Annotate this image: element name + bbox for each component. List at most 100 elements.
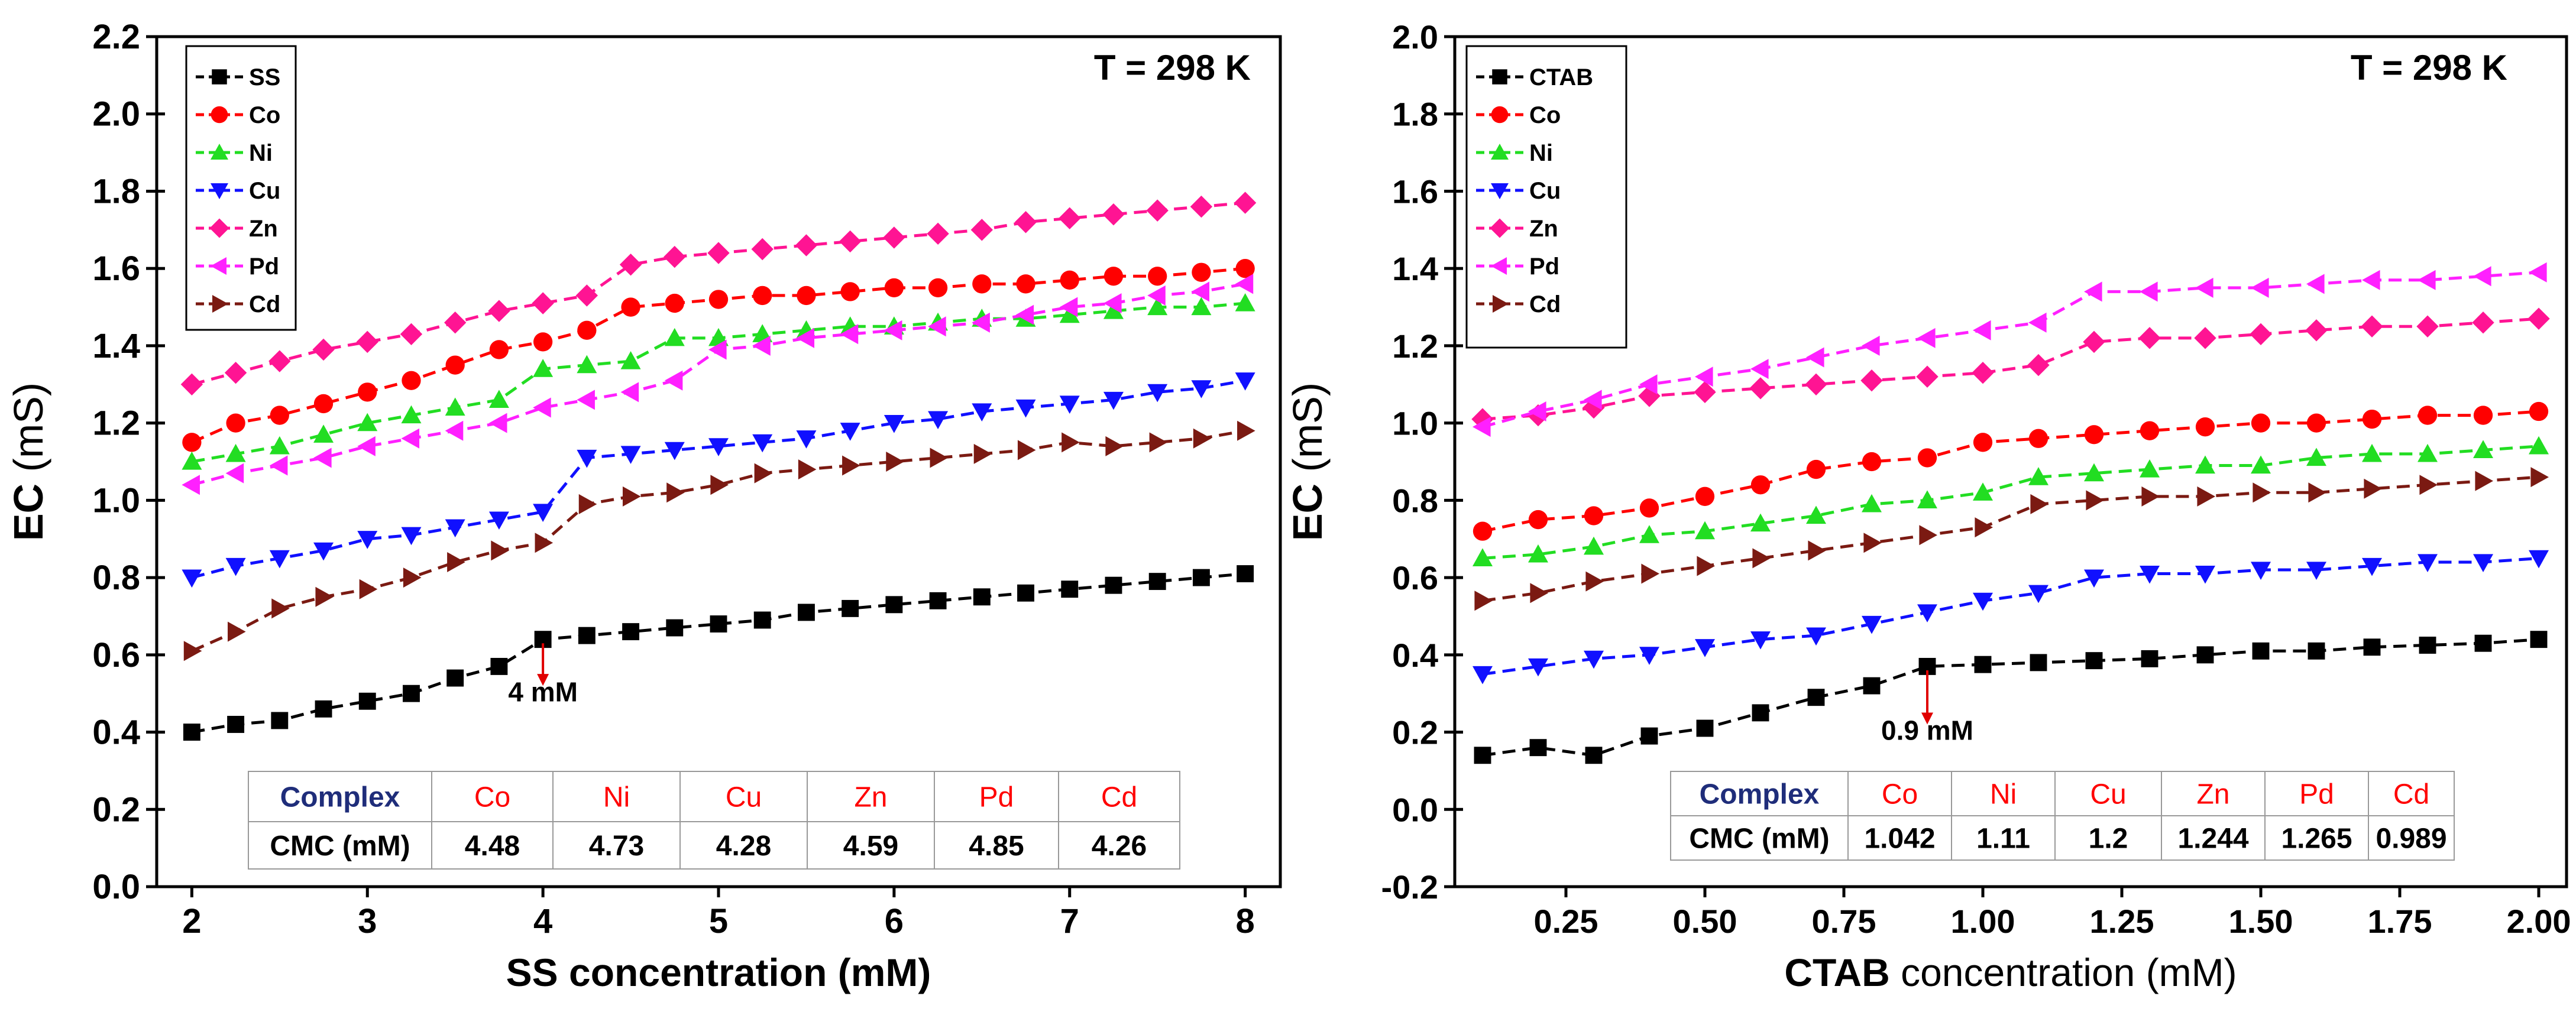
data-point — [577, 320, 597, 340]
data-point — [1191, 380, 1212, 398]
legend-label: Pd — [249, 254, 279, 280]
cmc-table-header-label: Complex — [280, 782, 400, 813]
data-point — [1530, 583, 1548, 604]
series-line — [1482, 271, 2539, 429]
data-point — [401, 428, 420, 449]
y-tick-label: 2.2 — [92, 18, 140, 56]
x-tick-label: 0.50 — [1673, 903, 1737, 940]
data-point — [664, 245, 686, 268]
legend-marker — [1491, 183, 1509, 199]
data-point — [533, 397, 551, 418]
data-point — [356, 330, 378, 353]
data-point — [535, 533, 554, 553]
data-point — [533, 332, 553, 352]
data-point — [2362, 409, 2382, 429]
data-point — [884, 278, 904, 298]
y-tick-label: 1.6 — [92, 249, 140, 288]
data-point — [2308, 482, 2326, 503]
y-tick-label: 0.4 — [1392, 637, 1438, 674]
data-point — [2530, 631, 2548, 648]
data-point — [488, 300, 510, 322]
cmc-table-value: 1.042 — [1864, 823, 1935, 855]
data-point — [1639, 374, 1658, 395]
data-point — [1695, 521, 1715, 540]
data-point — [2418, 406, 2438, 425]
data-point — [1806, 627, 1826, 646]
y-axis-label-unit: (mS) — [1284, 382, 1331, 484]
data-point — [1973, 320, 1991, 340]
data-point — [620, 446, 641, 464]
data-point — [840, 282, 860, 301]
data-point — [1146, 199, 1169, 222]
legend-label: Ni — [249, 140, 273, 166]
legend-marker — [211, 183, 228, 199]
data-point — [2251, 455, 2271, 474]
data-point — [315, 586, 334, 607]
data-point — [795, 234, 818, 257]
y-tick-label: -0.2 — [1381, 868, 1439, 906]
data-point — [315, 700, 332, 718]
data-point — [2141, 486, 2160, 507]
data-point — [2529, 262, 2547, 283]
y-tick-label: 0.8 — [1392, 482, 1438, 519]
legend-marker — [1491, 257, 1507, 275]
x-tick-label: 6 — [885, 902, 904, 940]
x-axis-label-rest: concentration (mM) — [1890, 951, 2237, 994]
temperature-label: T = 298 K — [2351, 48, 2507, 87]
data-point — [2418, 554, 2438, 572]
cmc-table-value: 4.48 — [465, 831, 520, 862]
data-point — [842, 455, 860, 476]
data-point — [2140, 421, 2160, 440]
cmc-table-row-label: CMC (mM) — [1689, 823, 1829, 855]
data-point — [664, 327, 685, 346]
data-point — [1862, 335, 1880, 356]
data-point — [1807, 689, 1825, 706]
series-line — [191, 572, 1245, 734]
legend-marker — [211, 144, 228, 160]
data-point — [1863, 533, 1882, 553]
chart-panel-ctab: -0.2 0.0 0.2 0.4 0.6 0.8 1.0 1.2 1.4 1.6 1.8 2.0 0.2… — [1284, 18, 2571, 994]
data-point — [664, 442, 685, 460]
data-point — [1863, 677, 1881, 695]
series-line — [1482, 317, 2539, 421]
data-point — [357, 531, 378, 549]
cmc-table-value: 1.265 — [2281, 823, 2352, 855]
data-point — [1059, 304, 1080, 323]
legend-label: Cd — [249, 291, 280, 317]
data-point — [708, 339, 727, 360]
data-point — [1806, 347, 1824, 368]
data-point — [1191, 281, 1210, 302]
legend-marker — [1490, 218, 1510, 238]
data-point — [403, 567, 422, 588]
data-point — [2416, 315, 2439, 338]
data-point — [2418, 443, 2438, 462]
y-tick-label: 0.2 — [92, 790, 140, 829]
data-point — [1474, 591, 1493, 611]
data-point — [751, 238, 774, 261]
legend-box — [185, 45, 297, 331]
x-tick-label: 2 — [182, 902, 201, 940]
legend-label: CTAB — [1529, 64, 1593, 90]
data-point — [1749, 377, 1772, 400]
data-point — [2364, 478, 2382, 499]
data-point — [2252, 642, 2270, 660]
data-point — [2419, 637, 2436, 654]
data-point — [447, 552, 465, 572]
cmc-table-header-cell: Cu — [726, 782, 762, 813]
data-point — [358, 382, 377, 402]
data-point — [2141, 650, 2158, 667]
data-point — [1473, 548, 1493, 567]
data-point — [1528, 658, 1548, 677]
legend-marker — [209, 218, 229, 238]
data-point — [2418, 270, 2436, 290]
data-point — [666, 482, 685, 503]
data-point — [1235, 372, 1255, 391]
x-tick-label: 3 — [358, 902, 377, 940]
cmc-table-value: 1.2 — [2089, 823, 2128, 855]
cmc-table-header-cell: Cu — [2090, 779, 2126, 810]
cmc-table-row-label: CMC (mM) — [270, 831, 410, 862]
data-point — [1695, 366, 1713, 387]
data-point — [2084, 425, 2104, 445]
series-ctab — [1474, 631, 2548, 764]
x-tick-label: 1.00 — [1951, 903, 2015, 940]
